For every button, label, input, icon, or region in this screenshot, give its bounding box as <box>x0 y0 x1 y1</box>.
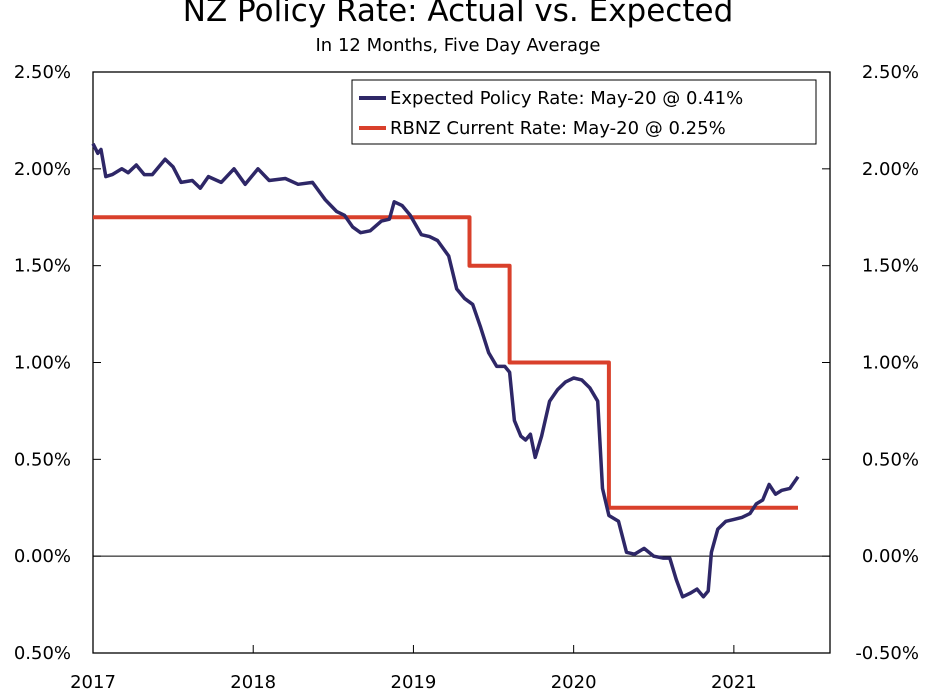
y-tick-label-right: 0.50% <box>862 449 919 470</box>
series-layer <box>91 142 800 599</box>
chart-title: NZ Policy Rate: Actual vs. Expected <box>183 0 734 29</box>
expected-policy-rate-line <box>91 142 800 599</box>
x-tick-label: 2018 <box>230 672 276 692</box>
x-tick-label: 2017 <box>70 672 116 692</box>
legend: Expected Policy Rate: May-20 @ 0.41% RBN… <box>351 79 817 145</box>
y-tick-label-left: 0.50% <box>14 643 71 664</box>
y-tick-label-left: 2.00% <box>14 159 71 180</box>
y-tick-label-right: -0.50% <box>855 643 919 664</box>
legend-label-expected: Expected Policy Rate: May-20 @ 0.41% <box>390 88 743 109</box>
legend-label-rbnz: RBNZ Current Rate: May-20 @ 0.25% <box>390 118 726 139</box>
y-tick-label-right: 1.50% <box>862 256 919 277</box>
x-tick-label: 2021 <box>711 672 757 692</box>
y-tick-label-right: 1.00% <box>862 353 919 374</box>
x-tick-label: 2020 <box>551 672 597 692</box>
y-tick-label-right: 2.00% <box>862 159 919 180</box>
y-tick-label-left: 1.50% <box>14 256 71 277</box>
plot-frame <box>92 71 831 654</box>
x-tick-label: 2019 <box>391 672 437 692</box>
y-tick-label-left: 0.00% <box>14 546 71 567</box>
y-tick-label-right: 2.50% <box>862 62 919 83</box>
y-tick-label-left: 2.50% <box>14 62 71 83</box>
x-axis-ticks: 2017 2018 2019 2020 2021 <box>70 645 757 692</box>
rbnz-current-rate-line <box>93 215 798 510</box>
y-tick-label-left: 1.00% <box>14 353 71 374</box>
legend-box <box>351 79 817 145</box>
y-tick-label-left: 0.50% <box>14 449 71 470</box>
y-tick-label-right: 0.00% <box>862 546 919 567</box>
chart-subtitle: In 12 Months, Five Day Average <box>316 35 601 56</box>
y-axis-ticks: 0.50% -0.50% 0.00% 0.00% 0.50% 0.50% 1.00% 1.00… <box>14 62 919 664</box>
